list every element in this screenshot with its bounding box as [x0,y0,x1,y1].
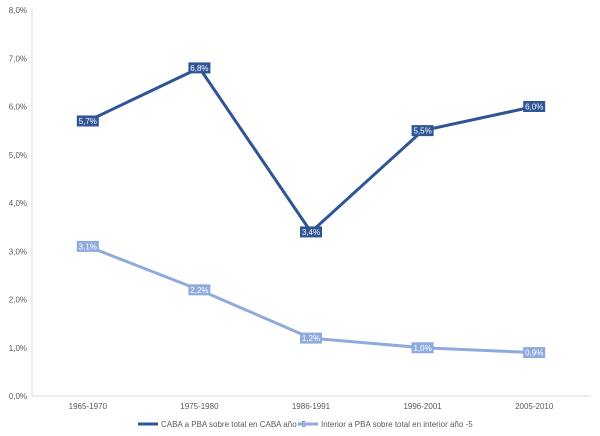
data-label-text: 1,2% [302,334,320,343]
data-label-box [188,284,211,296]
legend: CABA a PBA sobre total en CABA año -5 Int… [138,420,473,429]
legend-label: CABA a PBA sobre total en CABA año -5 [161,420,307,429]
data-label-text: 3,1% [79,242,97,251]
legend-label: Interior a PBA sobre total en interior a… [321,420,473,429]
data-label: 3,1% [76,240,99,252]
series-layer [86,66,536,355]
data-label: 1,0% [411,342,434,354]
data-labels: 5,7% 6,8% 3,4% 5,5% 6,0% 3,1% 2,2% 1,2% 1,0% 0,9% [76,62,546,359]
y-tick-label: 0,0% [9,392,27,401]
legend-item-2: Interior a PBA sobre total en interior a… [298,420,473,429]
y-tick-label: 3,0% [9,247,27,256]
data-label-box [76,115,99,127]
axes: 0,0% 1,0% 2,0% 3,0% 4,0% 5,0% 6,0% 7,0% 8,0% 1965… [9,6,590,411]
data-label-box [411,342,434,354]
y-tick-label: 5,0% [9,151,27,160]
x-tick-label: 2005-2010 [515,402,554,411]
data-label-text: 6,8% [190,64,208,73]
x-tick-label: 1986-1991 [292,402,331,411]
x-tick-label: 1965-1970 [69,402,108,411]
data-label: 6,0% [523,101,546,112]
x-tick-label: 1975-1980 [180,402,219,411]
data-label: 5,5% [411,125,434,137]
series-line-1 [86,66,536,234]
y-tick-label: 1,0% [9,344,27,353]
data-label-text: 3,4% [302,228,320,237]
data-label-box [188,62,211,74]
x-tick-label: 1996-2001 [403,402,442,411]
y-tick-label: 4,0% [9,199,27,208]
data-label: 1,2% [300,332,322,344]
data-label: 2,2% [188,284,211,296]
data-label-box [523,347,546,359]
data-label-box [300,226,322,238]
data-label-text: 5,5% [413,127,431,136]
data-label: 5,7% [76,115,99,127]
y-tick-label: 8,0% [9,6,27,15]
data-label: 3,4% [300,226,322,238]
data-label-text: 5,7% [79,117,97,126]
data-label: 6,8% [188,62,211,74]
data-label-box [523,101,546,112]
y-tick-label: 7,0% [9,54,27,63]
data-label-text: 6,0% [525,103,543,112]
y-tick-label: 6,0% [9,103,27,112]
data-label: 0,9% [523,347,546,359]
data-label-box [411,125,434,137]
data-label-box [76,240,99,252]
data-label-text: 0,9% [525,349,543,358]
y-tick-label: 2,0% [9,296,27,305]
data-label-text: 2,2% [190,286,208,295]
legend-item-1: CABA a PBA sobre total en CABA año -5 [138,420,307,429]
data-label-box [300,332,322,344]
data-label-text: 1,0% [413,344,431,353]
